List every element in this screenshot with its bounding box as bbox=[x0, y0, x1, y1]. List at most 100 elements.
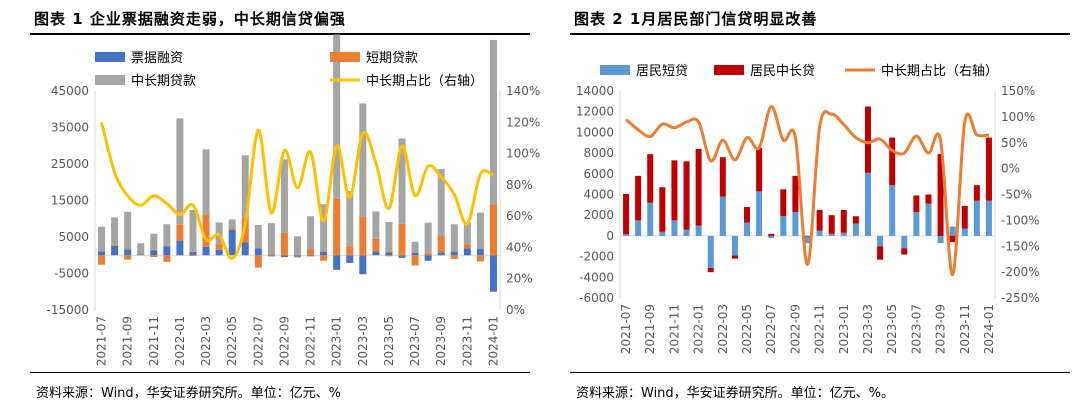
bar-中长期贷款 bbox=[489, 39, 497, 205]
y-tick-label: 25000 bbox=[51, 157, 89, 171]
bar-居民中长贷 bbox=[889, 137, 896, 186]
bar-短期贷款 bbox=[489, 204, 497, 256]
y2-tick-label: 40% bbox=[506, 240, 533, 254]
legend-swatch bbox=[600, 65, 630, 75]
bar-票据融资 bbox=[320, 251, 328, 256]
bar-票据融资 bbox=[228, 229, 236, 256]
bar-居民中长贷 bbox=[744, 206, 751, 223]
bar-居民短贷 bbox=[647, 202, 654, 236]
legend-label: 票据融资 bbox=[131, 51, 183, 66]
bar-中长期贷款 bbox=[476, 212, 484, 250]
bar-中长期贷款 bbox=[346, 191, 354, 247]
x-tick-label: 2021-09 bbox=[121, 316, 135, 366]
source-divider bbox=[570, 372, 1070, 373]
line-series-ratio bbox=[100, 121, 495, 260]
chart-title: 图表 2 1月居民部门信贷明显改善 bbox=[574, 10, 818, 28]
bar-票据融资 bbox=[254, 248, 262, 256]
bar-中长期贷款 bbox=[98, 226, 106, 252]
y-tick-label: 0 bbox=[606, 229, 614, 243]
bar-短期贷款 bbox=[385, 255, 393, 257]
chart-household-loans: -6000 -4000 -2000 0 2000 4000 6000 8000 10000 120… bbox=[576, 64, 1040, 354]
bar-票据融资 bbox=[372, 251, 380, 256]
bar-票据融资 bbox=[359, 255, 367, 275]
legend-swatch bbox=[95, 75, 125, 85]
bar-中长期贷款 bbox=[424, 222, 432, 253]
y2-tick-label: 20% bbox=[506, 272, 533, 286]
y-tick-label: 8000 bbox=[583, 146, 614, 160]
bar-居民中长贷 bbox=[816, 210, 823, 231]
bar-中长期贷款 bbox=[241, 155, 249, 218]
bar-短期贷款 bbox=[228, 227, 236, 230]
bar-中长期贷款 bbox=[333, 34, 341, 199]
x-tick-label: 2024-01 bbox=[486, 316, 500, 366]
bar-票据融资 bbox=[307, 255, 315, 257]
y2-tick-label: -150% bbox=[1001, 239, 1040, 253]
chart-panel-right: 图表 2 1月居民部门信贷明显改善 -6000 -4000 -2000 0 2000 40… bbox=[540, 0, 1080, 409]
bar-短期贷款 bbox=[150, 255, 158, 258]
bar-居民短贷 bbox=[973, 200, 980, 236]
bar-居民短贷 bbox=[744, 222, 751, 236]
x-tick-label: 2022-05 bbox=[740, 304, 754, 354]
bar-票据融资 bbox=[215, 249, 223, 256]
y2-tick-label: 80% bbox=[506, 178, 533, 192]
y-tick-label: 12000 bbox=[576, 105, 614, 119]
legend-label: 中长期占比（右轴） bbox=[881, 64, 998, 79]
bar-短期贷款 bbox=[137, 254, 145, 255]
bar-短期贷款 bbox=[346, 246, 354, 256]
y-tick-label: 10000 bbox=[576, 125, 614, 139]
chart-panel-left: 图表 1 企业票据融资走弱，中长期信贷偏强 -15000 -5000 5000 150… bbox=[30, 10, 540, 401]
source-divider bbox=[30, 372, 530, 373]
x-tick-label: 2022-11 bbox=[304, 316, 318, 366]
source-note: 资料来源：Wind，华安证券研究所。单位：亿元、%。 bbox=[576, 386, 895, 401]
bar-居民中长贷 bbox=[768, 233, 775, 236]
bar-居民短贷 bbox=[804, 235, 811, 244]
y-tick-label: -6000 bbox=[579, 291, 614, 305]
x-tick-label: 2022-11 bbox=[813, 304, 827, 354]
bar-居民中长贷 bbox=[659, 187, 666, 232]
bar-票据融资 bbox=[333, 255, 341, 270]
bar-票据融资 bbox=[267, 255, 275, 257]
bar-票据融资 bbox=[385, 252, 393, 256]
bar-中长期贷款 bbox=[202, 149, 210, 215]
bar-居民中长贷 bbox=[792, 175, 799, 213]
bar-中长期贷款 bbox=[150, 233, 158, 251]
x-tick-label: 2023-11 bbox=[958, 304, 972, 354]
y-tick-label: -2000 bbox=[579, 250, 614, 264]
x-tick-label: 2023-03 bbox=[861, 304, 875, 354]
bar-票据融资 bbox=[280, 255, 288, 258]
bar-居民短贷 bbox=[985, 200, 992, 236]
bar-票据融资 bbox=[189, 251, 197, 256]
x-tick-label: 2023-05 bbox=[382, 316, 396, 366]
title-divider bbox=[570, 33, 1070, 35]
bar-居民短贷 bbox=[937, 235, 944, 244]
bar-中长期贷款 bbox=[254, 224, 262, 249]
bar-中长期贷款 bbox=[228, 219, 236, 228]
bar-居民中长贷 bbox=[780, 189, 787, 217]
bar-短期贷款 bbox=[424, 252, 432, 256]
bar-中长期贷款 bbox=[411, 241, 419, 253]
y2-tick-label: -50% bbox=[1001, 188, 1032, 202]
bar-短期贷款 bbox=[176, 224, 184, 241]
y2-tick-label: 0% bbox=[506, 303, 525, 317]
x-tick-label: 2023-05 bbox=[885, 304, 899, 354]
bar-居民短贷 bbox=[901, 235, 908, 249]
bar-居民短贷 bbox=[913, 212, 920, 236]
bar-短期贷款 bbox=[372, 238, 380, 252]
x-tick-label: 2021-07 bbox=[619, 304, 633, 354]
bar-中长期贷款 bbox=[137, 243, 145, 255]
bar-居民中长贷 bbox=[937, 154, 944, 236]
bar-短期贷款 bbox=[398, 223, 406, 256]
y-tick-label: 5000 bbox=[58, 230, 89, 244]
bar-短期贷款 bbox=[320, 255, 328, 261]
x-tick-label: 2023-01 bbox=[837, 304, 851, 354]
x-tick-label: 2022-09 bbox=[788, 304, 802, 354]
bar-居民中长贷 bbox=[731, 255, 738, 259]
y2-tick-label: 100% bbox=[1001, 110, 1035, 124]
bar-短期贷款 bbox=[215, 244, 223, 250]
bar-短期贷款 bbox=[450, 255, 458, 259]
bar-居民中长贷 bbox=[877, 246, 884, 260]
bar-居民短贷 bbox=[949, 226, 956, 236]
x-tick-label: 2022-05 bbox=[225, 316, 239, 366]
bar-居民短贷 bbox=[961, 228, 968, 236]
bar-短期贷款 bbox=[307, 249, 315, 256]
